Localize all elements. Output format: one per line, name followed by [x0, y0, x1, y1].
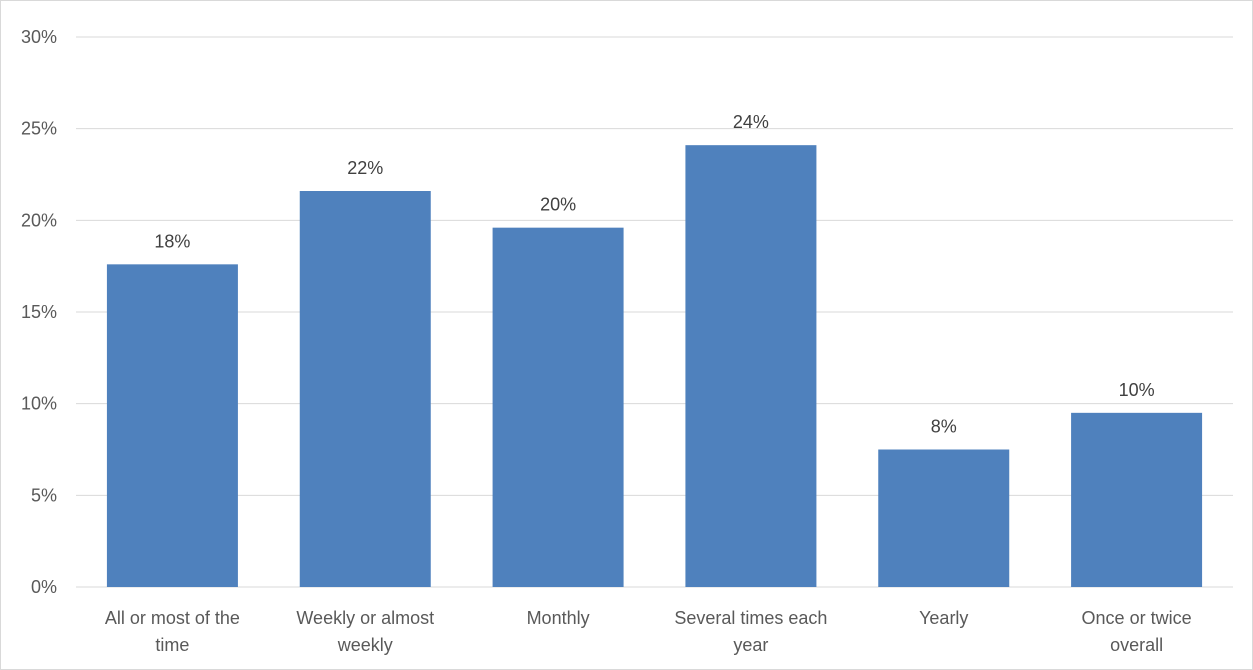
y-axis-ticks: 0% 5% 10% 15% 20% 25% 30% — [21, 27, 57, 597]
data-label: 18% — [154, 231, 190, 251]
y-tick-label: 5% — [31, 485, 57, 505]
x-category-label: Once or twice overall — [1082, 608, 1192, 655]
data-label: 8% — [931, 417, 957, 437]
bar — [492, 227, 624, 587]
y-tick-label: 30% — [21, 27, 57, 47]
bar — [1071, 412, 1203, 587]
x-category-label-line: overall — [1110, 635, 1163, 655]
y-tick-label: 0% — [31, 577, 57, 597]
x-category-label-line: Weekly or almost — [296, 608, 434, 628]
y-tick-label: 15% — [21, 302, 57, 322]
gridlines — [76, 36, 1233, 588]
x-category-label-line: Once or twice — [1082, 608, 1192, 628]
x-category-label-line: Monthly — [527, 608, 590, 628]
data-label: 20% — [540, 195, 576, 215]
bars — [106, 145, 1203, 587]
x-axis-labels: All or most of the time Weekly or almost we… — [105, 608, 1192, 655]
x-category-label: All or most of the time — [105, 608, 240, 655]
x-category-label: Monthly — [527, 608, 590, 628]
x-category-label-line: year — [733, 635, 768, 655]
data-labels: 18% 22% 20% 24% 8% 10% — [154, 112, 1154, 436]
bar — [299, 191, 431, 587]
x-category-label-line: time — [155, 635, 189, 655]
bar — [106, 264, 238, 587]
x-category-label: Weekly or almost weekly — [296, 608, 434, 655]
y-tick-label: 25% — [21, 119, 57, 139]
data-label: 10% — [1119, 380, 1155, 400]
x-category-label-line: Yearly — [919, 608, 968, 628]
data-label: 24% — [733, 112, 769, 132]
x-category-label-line: Several times each — [674, 608, 827, 628]
data-label: 22% — [347, 158, 383, 178]
bar — [685, 145, 817, 587]
x-category-label: Several times each year — [674, 608, 827, 655]
y-tick-label: 20% — [21, 210, 57, 230]
y-tick-label: 10% — [21, 394, 57, 414]
bar — [878, 449, 1010, 587]
x-category-label-line: weekly — [337, 635, 393, 655]
x-category-label: Yearly — [919, 608, 968, 628]
x-category-label-line: All or most of the — [105, 608, 240, 628]
